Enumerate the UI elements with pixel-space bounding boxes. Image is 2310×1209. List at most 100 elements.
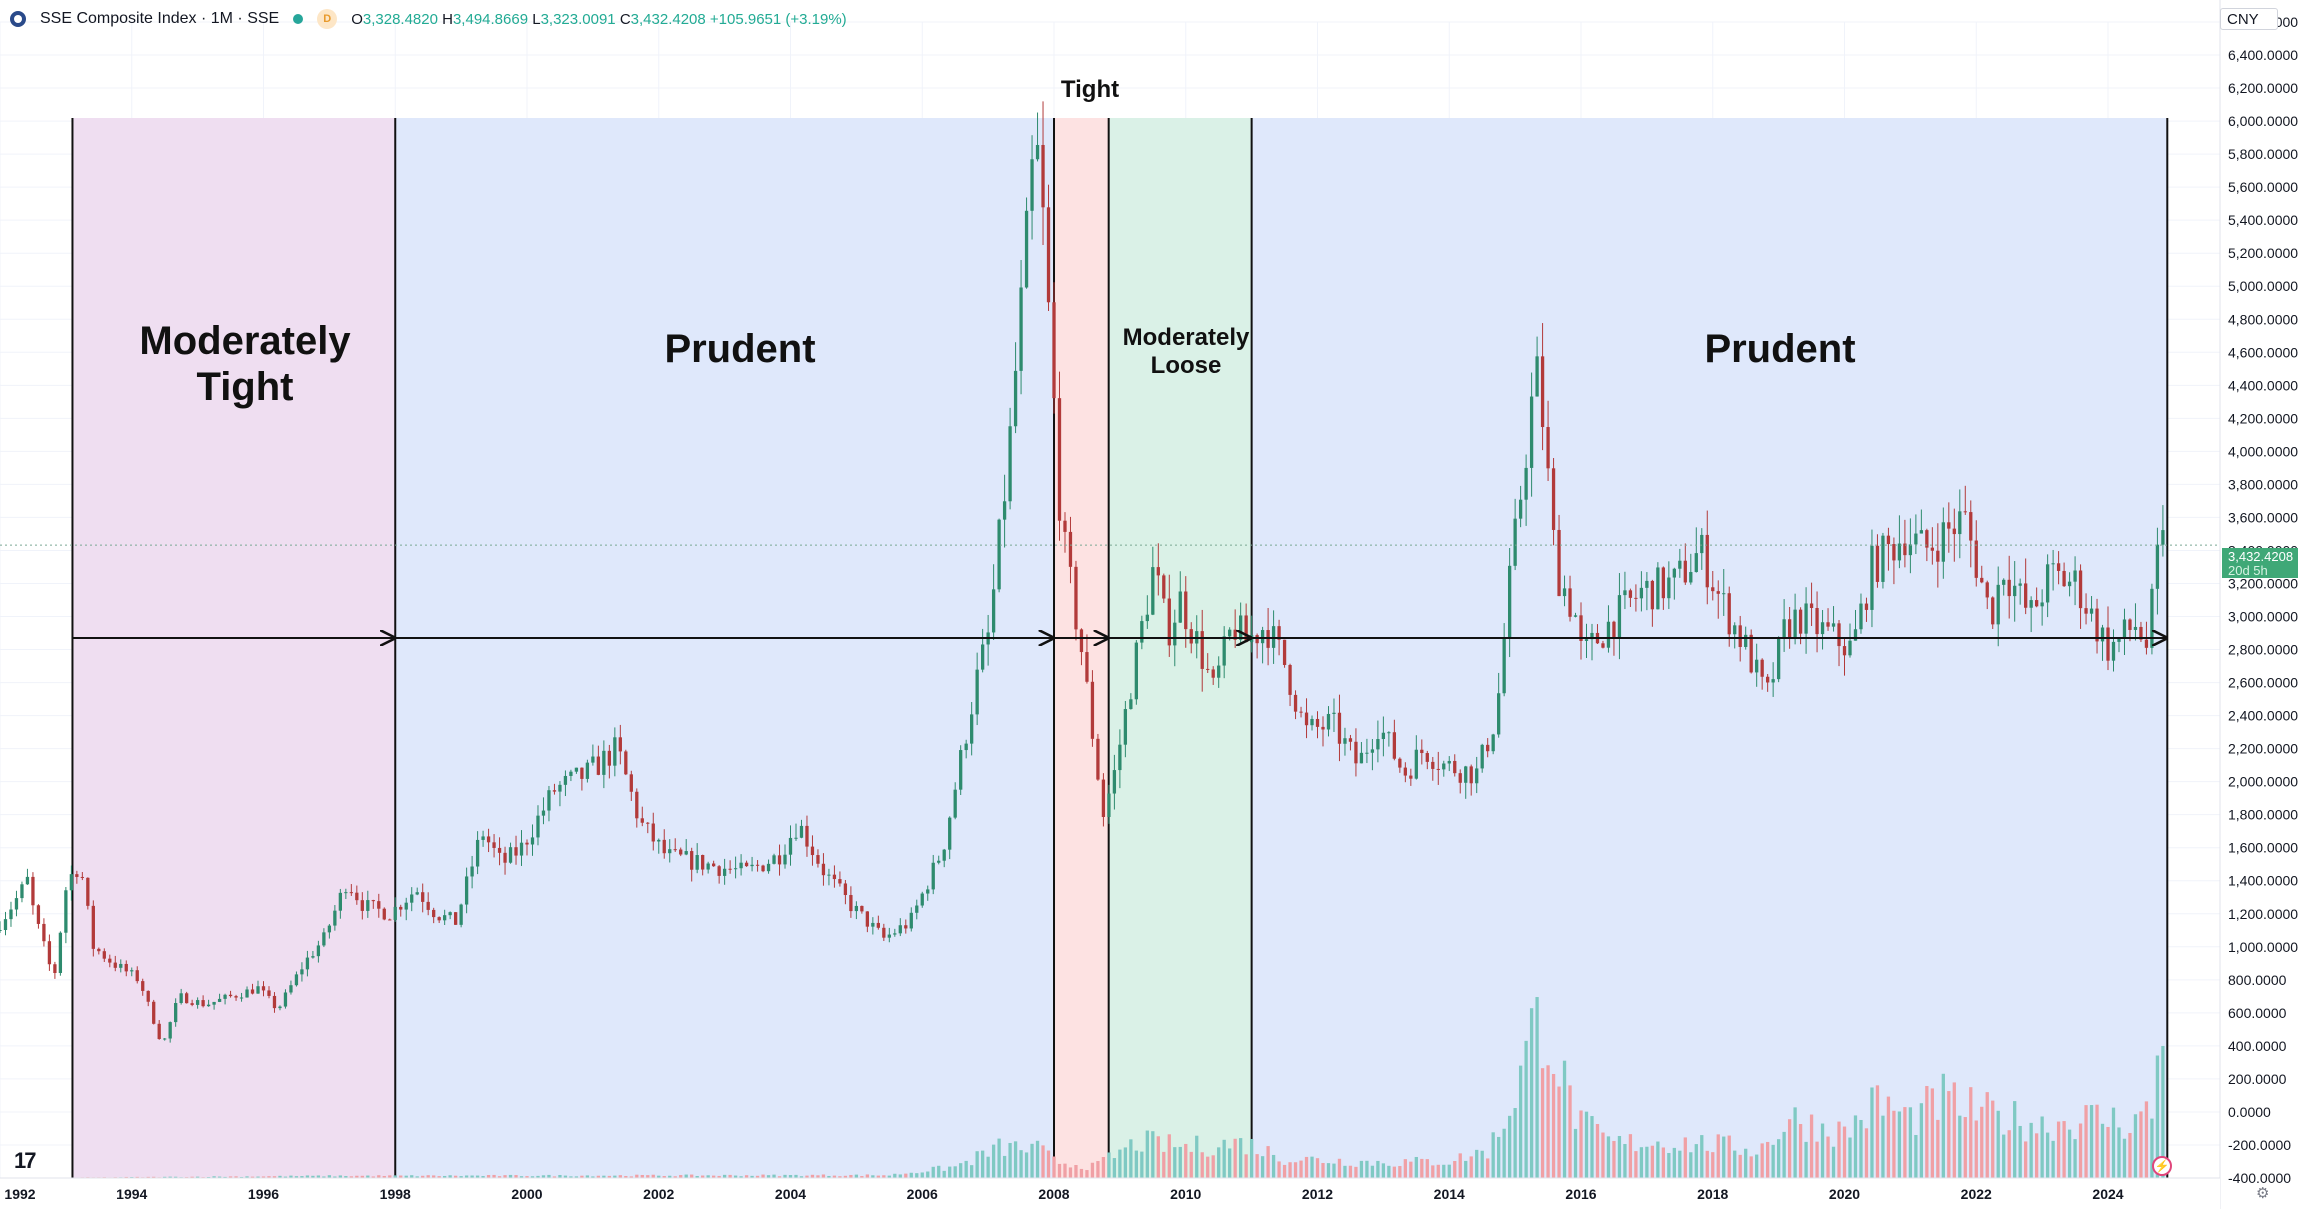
candle-body xyxy=(492,842,496,848)
candle-body xyxy=(1738,625,1742,647)
candle-body xyxy=(432,909,436,918)
volume-bar xyxy=(1507,1115,1512,1178)
volume-bar xyxy=(1557,1086,1561,1178)
candle-body xyxy=(1711,587,1715,592)
candle-body xyxy=(333,910,337,926)
volume-bar xyxy=(1776,1139,1781,1178)
candle-body xyxy=(1074,566,1078,630)
time-tick-label: 1996 xyxy=(248,1186,279,1202)
close-value: 3,432.4208 xyxy=(630,10,706,28)
volume-bar xyxy=(541,1175,546,1178)
candle-body xyxy=(1623,590,1627,596)
candle-body xyxy=(508,847,513,863)
candle-body xyxy=(1200,631,1204,669)
volume-bar xyxy=(2100,1123,2105,1178)
volume-bar xyxy=(316,1175,321,1178)
candle-body xyxy=(443,915,447,921)
candle-body xyxy=(426,901,430,910)
candle-body xyxy=(1041,144,1045,208)
price-tick-label: 2,600.0000 xyxy=(2228,675,2298,691)
volume-bar xyxy=(915,1173,919,1178)
candle-body xyxy=(953,789,957,818)
candle-body xyxy=(179,993,183,1003)
currency-selector[interactable]: CNY xyxy=(2220,8,2278,30)
candle-body xyxy=(915,905,919,913)
time-tick-label: 2018 xyxy=(1697,1186,1728,1202)
candle-body xyxy=(948,817,952,850)
volume-bar xyxy=(1804,1141,1808,1178)
chart-legend-header: SSE Composite Index · 1M · SSE D O3,328.… xyxy=(0,0,2220,38)
candle-body xyxy=(1359,752,1364,764)
volume-bar xyxy=(305,1175,310,1178)
symbol-title[interactable]: SSE Composite Index · 1M · SSE xyxy=(40,10,280,27)
last-price-tag: 3,432.4208 20d 5h xyxy=(2222,548,2298,578)
volume-bar xyxy=(503,1175,507,1178)
candle-body xyxy=(964,743,968,751)
volume-bar xyxy=(497,1176,502,1178)
volume-bar xyxy=(849,1174,853,1178)
candle-body xyxy=(937,860,941,863)
candle-body xyxy=(1837,623,1841,647)
lightning-icon[interactable]: ⚡ xyxy=(2152,1156,2172,1176)
time-axis[interactable]: 1992 1994 1996 1998 2000 2002 2004 2006 2008 2010… xyxy=(0,1177,2220,1209)
volume-bar xyxy=(1184,1143,1188,1178)
price-tick-label: 5,000.0000 xyxy=(2228,278,2298,294)
price-tick-label: 1,600.0000 xyxy=(2228,840,2298,856)
candle-body xyxy=(1447,760,1451,764)
volume-bar xyxy=(1222,1139,1226,1178)
volume-bar xyxy=(1826,1136,1830,1178)
market-status-icon[interactable] xyxy=(293,14,304,24)
candle-body xyxy=(991,589,996,633)
gear-icon[interactable]: ⚙ xyxy=(2256,1185,2270,1202)
volume-bar xyxy=(2106,1126,2110,1178)
volume-bar xyxy=(1892,1110,1896,1178)
candle-body xyxy=(827,874,831,876)
candle-body xyxy=(1650,580,1655,610)
volume-bar xyxy=(2084,1105,2088,1178)
candle-body xyxy=(980,644,985,670)
volume-bar xyxy=(1266,1146,1270,1178)
volume-bar xyxy=(1639,1147,1644,1178)
candle-body xyxy=(1842,646,1847,656)
volume-bar xyxy=(1985,1092,1989,1178)
volume-bar xyxy=(1815,1141,1819,1178)
volume-bar xyxy=(1398,1166,1402,1178)
candle-body xyxy=(2155,544,2160,589)
candle-body xyxy=(14,898,19,910)
volume-bar xyxy=(404,1175,408,1178)
volume-bar xyxy=(2002,1134,2006,1178)
candle-body xyxy=(1776,637,1781,680)
price-tick-label: 6,400.0000 xyxy=(2228,47,2298,63)
volume-bar xyxy=(953,1166,957,1178)
volume-bar xyxy=(1112,1158,1117,1178)
tradingview-logo-icon[interactable]: 17 xyxy=(14,1148,37,1173)
price-axis[interactable]: 6,600.00006,400.00006,200.00006,000.0000… xyxy=(2219,0,2310,1209)
price-tick-label: 5,200.0000 xyxy=(2228,245,2298,261)
candle-body xyxy=(344,892,348,894)
volume-bar xyxy=(1584,1111,1589,1178)
volume-bar xyxy=(909,1172,913,1178)
volume-bar xyxy=(360,1175,364,1178)
volume-bar xyxy=(2029,1122,2033,1178)
candle-body xyxy=(1189,629,1193,644)
volume-bar xyxy=(1365,1160,1369,1178)
delayed-data-badge[interactable]: D xyxy=(317,9,338,29)
volume-bar xyxy=(2073,1139,2077,1178)
candle-body xyxy=(997,519,1001,590)
volume-bar xyxy=(865,1174,870,1178)
candle-body xyxy=(2078,570,2083,609)
candle-body xyxy=(766,863,771,872)
volume-bar xyxy=(1425,1159,1429,1178)
candle-body xyxy=(2128,619,2132,630)
candle-body xyxy=(174,1002,178,1023)
candle-body xyxy=(1705,534,1709,588)
volume-bar xyxy=(174,1176,178,1178)
volume-bar xyxy=(1766,1141,1770,1178)
candle-body xyxy=(530,837,535,845)
volume-bar xyxy=(300,1176,304,1178)
volume-bar xyxy=(1013,1141,1018,1178)
volume-bar xyxy=(777,1176,782,1178)
candle-body xyxy=(1134,642,1138,700)
candle-body xyxy=(821,863,826,876)
